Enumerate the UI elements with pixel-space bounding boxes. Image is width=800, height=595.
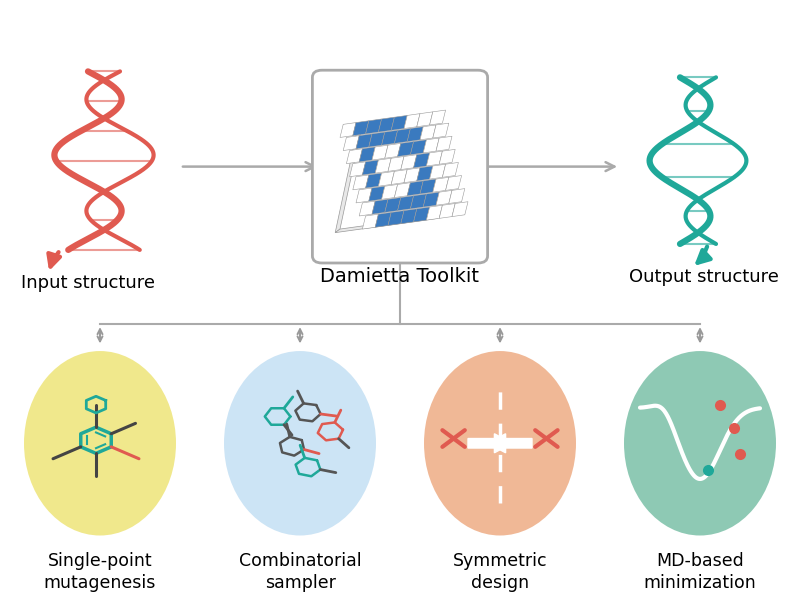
Polygon shape bbox=[343, 136, 359, 151]
Polygon shape bbox=[414, 207, 430, 222]
Polygon shape bbox=[410, 140, 426, 155]
Text: Output structure: Output structure bbox=[629, 268, 779, 286]
Polygon shape bbox=[488, 434, 532, 453]
Polygon shape bbox=[359, 201, 375, 216]
Polygon shape bbox=[430, 164, 446, 179]
Polygon shape bbox=[423, 192, 439, 207]
Polygon shape bbox=[372, 199, 388, 214]
Polygon shape bbox=[420, 179, 436, 194]
Polygon shape bbox=[430, 110, 446, 125]
Ellipse shape bbox=[624, 351, 776, 536]
Ellipse shape bbox=[24, 351, 176, 536]
Polygon shape bbox=[426, 205, 442, 220]
Polygon shape bbox=[353, 121, 369, 136]
Polygon shape bbox=[433, 177, 449, 192]
Text: Symmetric
design: Symmetric design bbox=[453, 552, 547, 593]
Polygon shape bbox=[353, 175, 369, 190]
Polygon shape bbox=[433, 123, 449, 138]
Polygon shape bbox=[369, 186, 385, 201]
Polygon shape bbox=[350, 162, 366, 177]
Polygon shape bbox=[385, 198, 401, 212]
Polygon shape bbox=[362, 160, 378, 175]
Polygon shape bbox=[385, 143, 401, 158]
Ellipse shape bbox=[224, 351, 376, 536]
Polygon shape bbox=[335, 215, 442, 233]
Polygon shape bbox=[369, 132, 385, 147]
Text: Input structure: Input structure bbox=[21, 274, 155, 292]
Polygon shape bbox=[407, 181, 423, 196]
Polygon shape bbox=[417, 112, 433, 127]
Polygon shape bbox=[468, 434, 512, 453]
Polygon shape bbox=[356, 134, 372, 149]
Polygon shape bbox=[375, 158, 391, 173]
Polygon shape bbox=[452, 202, 468, 217]
Polygon shape bbox=[346, 149, 362, 164]
Polygon shape bbox=[410, 194, 426, 209]
Polygon shape bbox=[366, 119, 382, 134]
Polygon shape bbox=[426, 151, 442, 166]
Polygon shape bbox=[378, 171, 394, 186]
Polygon shape bbox=[436, 136, 452, 151]
Polygon shape bbox=[394, 183, 410, 198]
Text: Combinatorial
sampler: Combinatorial sampler bbox=[238, 552, 362, 593]
Polygon shape bbox=[388, 156, 404, 171]
Polygon shape bbox=[414, 153, 430, 168]
Polygon shape bbox=[417, 166, 433, 181]
Polygon shape bbox=[401, 155, 417, 170]
Polygon shape bbox=[398, 196, 414, 211]
Polygon shape bbox=[420, 125, 436, 140]
Polygon shape bbox=[439, 203, 455, 218]
Polygon shape bbox=[388, 211, 404, 226]
Polygon shape bbox=[366, 173, 382, 188]
Polygon shape bbox=[407, 127, 423, 142]
Polygon shape bbox=[423, 138, 439, 153]
Polygon shape bbox=[442, 162, 458, 177]
FancyBboxPatch shape bbox=[312, 70, 487, 263]
Ellipse shape bbox=[424, 351, 576, 536]
Polygon shape bbox=[359, 147, 375, 162]
Polygon shape bbox=[340, 123, 356, 137]
Polygon shape bbox=[382, 130, 398, 145]
Polygon shape bbox=[378, 117, 394, 132]
Polygon shape bbox=[372, 145, 388, 160]
Polygon shape bbox=[391, 115, 407, 130]
Polygon shape bbox=[394, 129, 410, 143]
Polygon shape bbox=[398, 142, 414, 156]
Polygon shape bbox=[449, 189, 465, 203]
Polygon shape bbox=[362, 214, 378, 229]
Polygon shape bbox=[401, 209, 417, 224]
Polygon shape bbox=[335, 124, 362, 233]
Polygon shape bbox=[356, 188, 372, 203]
Polygon shape bbox=[446, 176, 462, 190]
Polygon shape bbox=[375, 212, 391, 227]
Polygon shape bbox=[436, 190, 452, 205]
Polygon shape bbox=[391, 170, 407, 184]
Polygon shape bbox=[439, 149, 455, 164]
Text: Single-point
mutagenesis: Single-point mutagenesis bbox=[44, 552, 156, 593]
Polygon shape bbox=[404, 168, 420, 183]
Text: Damietta Toolkit: Damietta Toolkit bbox=[321, 267, 479, 286]
Polygon shape bbox=[404, 114, 420, 129]
Polygon shape bbox=[382, 184, 398, 199]
Text: MD-based
minimization: MD-based minimization bbox=[644, 552, 756, 593]
